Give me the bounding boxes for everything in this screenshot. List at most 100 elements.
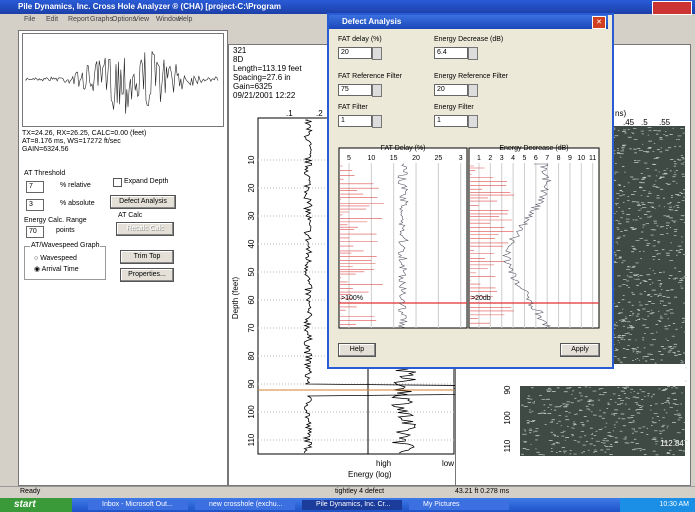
recalc-button[interactable]: Recalc Calc	[116, 222, 174, 236]
screen: Pile Dynamics, Inc. Cross Hole Analyzer …	[0, 0, 695, 512]
top-tick: .1	[286, 109, 293, 118]
info-line: Gain=6325	[233, 82, 302, 91]
spinner[interactable]	[468, 84, 478, 97]
label: AT Calc	[118, 212, 142, 219]
readout-line: AT=8.176 ms, WS=17272 ft/sec	[22, 138, 146, 146]
chart-tick: 20	[412, 155, 420, 162]
marker: >100%	[341, 295, 363, 302]
value: 112.84	[660, 439, 684, 448]
depth-tick: 50	[247, 267, 256, 276]
field-input[interactable]: 20	[338, 47, 372, 59]
depth-tick: 80	[247, 351, 256, 360]
close-button[interactable]: ✕	[592, 16, 606, 29]
status: tightley 4 defect	[335, 488, 384, 495]
menu-item[interactable]: Report	[68, 16, 89, 23]
chart-tick: 8	[557, 155, 561, 162]
field-input[interactable]: 75	[338, 84, 372, 96]
apply-button[interactable]: Apply	[560, 343, 600, 357]
unit: ns)	[615, 109, 626, 118]
depth-label: Depth (feet)	[231, 277, 240, 320]
checkbox[interactable]	[113, 178, 122, 187]
chart-title: Energy Decrease (dB)	[499, 145, 568, 152]
energy-low: low	[442, 459, 454, 468]
window-controls[interactable]	[652, 1, 692, 15]
depth-tick: 90	[247, 379, 256, 388]
task-button[interactable]: Inbox - Microsoft Out...	[88, 500, 188, 510]
chart-tick: 5	[347, 155, 351, 162]
trim-top-button[interactable]: Trim Top	[120, 250, 174, 264]
label: % relative	[60, 182, 91, 189]
energy-high: high	[376, 459, 391, 468]
label: % absolute	[60, 200, 95, 207]
start-button[interactable]: start	[0, 498, 72, 512]
marker: >20db	[471, 295, 491, 302]
info-line: 321	[233, 46, 302, 55]
chart-tick: 4	[511, 155, 515, 162]
field-input[interactable]: 20	[434, 84, 468, 96]
label: Energy Calc. Range	[24, 217, 87, 224]
info-line: 09/21/2001 12:22	[233, 91, 302, 100]
chart-tick: 5	[523, 155, 527, 162]
status: 43.21 ft 0.278 ms	[455, 488, 509, 495]
relative-input[interactable]: 7	[26, 181, 44, 193]
spinner[interactable]	[372, 115, 382, 128]
task-button[interactable]: My Pictures	[409, 500, 509, 510]
menu-item[interactable]: Graphs	[90, 16, 113, 23]
chart-tick: 10	[367, 155, 375, 162]
field-label: FAT delay (%)	[338, 36, 382, 43]
chart-tick: 2	[488, 155, 492, 162]
chart-tick: 11	[589, 155, 596, 162]
top-tick: .2	[316, 109, 323, 118]
window-title: Pile Dynamics, Inc. Cross Hole Analyzer …	[18, 2, 281, 11]
field-label: FAT Reference Filter	[338, 73, 402, 80]
status: Ready	[20, 488, 40, 495]
chart-tick: 1	[477, 155, 481, 162]
label: Expand Depth	[124, 178, 168, 185]
menu-item[interactable]: Edit	[46, 16, 58, 23]
properties-button[interactable]: Properties...	[120, 268, 174, 282]
dialog-title: Defect Analysis	[342, 17, 401, 26]
chart-tick: 9	[568, 155, 572, 162]
menu-item[interactable]: File	[24, 16, 35, 23]
task-button[interactable]: new crosshole (exchu...	[195, 500, 295, 510]
menu-item[interactable]: Help	[178, 16, 192, 23]
spinner[interactable]	[372, 47, 382, 60]
depth-tick: 30	[247, 211, 256, 220]
label: Wavespeed	[40, 255, 77, 262]
group-box	[24, 246, 106, 280]
readout-line: GAIN=6324.56	[22, 146, 146, 154]
waveform-trace	[26, 51, 218, 113]
depth-tick: 60	[247, 295, 256, 304]
menu-item[interactable]: Options	[112, 16, 136, 23]
task-button[interactable]: Pile Dynamics, Inc. Cr...	[302, 500, 402, 510]
depth-tick: 70	[247, 323, 256, 332]
field-input[interactable]: 1	[338, 115, 372, 127]
top-tick: .5	[641, 118, 648, 127]
depth-tick: 40	[247, 239, 256, 248]
top-tick: .45	[623, 118, 635, 127]
spinner[interactable]	[468, 115, 478, 128]
energy-axis: Energy (log)	[348, 470, 392, 479]
spinner[interactable]	[372, 84, 382, 97]
profile-info: 3218DLength=113.19 feetSpacing=27.6 inGa…	[233, 46, 302, 100]
radio[interactable]: ○ Wavespeed	[34, 255, 77, 262]
chart-tick: 7	[545, 155, 549, 162]
defect-analysis-button[interactable]: Defect Analysis	[110, 195, 176, 209]
points-input[interactable]: 70	[26, 226, 44, 238]
field-input[interactable]: 1	[434, 115, 468, 127]
depth-tick: 110	[503, 439, 512, 452]
menu-item[interactable]: View	[134, 16, 149, 23]
depth-tick: 90	[503, 385, 512, 394]
help-button[interactable]: Help	[338, 343, 376, 357]
field-label: FAT Filter	[338, 104, 368, 111]
chart-tick: 3	[500, 155, 504, 162]
label: points	[56, 227, 75, 234]
absolute-input[interactable]: 3	[26, 199, 44, 211]
radio[interactable]: ◉ Arrival Time	[34, 265, 79, 273]
top-tick: .55	[659, 118, 671, 127]
chart-tick: 6	[534, 155, 538, 162]
spinner[interactable]	[468, 47, 478, 60]
group-title: AT/Wavespeed Graph	[30, 242, 100, 249]
field-input[interactable]: 6.4	[434, 47, 468, 59]
